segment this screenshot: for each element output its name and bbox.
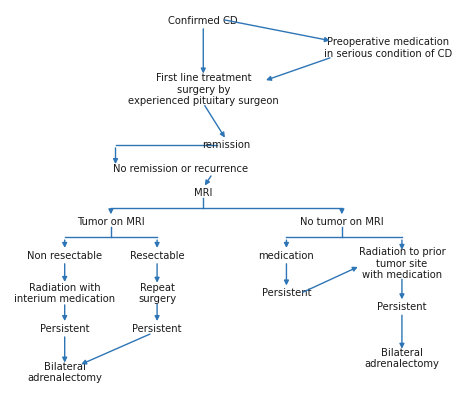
Text: medication: medication — [258, 251, 314, 261]
Text: remission: remission — [202, 140, 250, 150]
Text: Non resectable: Non resectable — [27, 251, 102, 261]
Text: No remission or recurrence: No remission or recurrence — [113, 164, 248, 174]
Text: Tumor on MRI: Tumor on MRI — [77, 217, 145, 227]
Text: MRI: MRI — [194, 188, 212, 198]
Text: First line treatment
surgery by
experienced pituitary surgeon: First line treatment surgery by experien… — [128, 73, 279, 106]
Text: Persistent: Persistent — [40, 324, 90, 334]
Text: Radiation with
interium medication: Radiation with interium medication — [14, 283, 115, 304]
Text: Persistent: Persistent — [377, 302, 427, 312]
Text: Bilateral
adrenalectomy: Bilateral adrenalectomy — [27, 362, 102, 383]
Text: Preoperative medication
in serious condition of CD: Preoperative medication in serious condi… — [324, 37, 452, 59]
Text: Persistent: Persistent — [262, 288, 311, 298]
Text: Bilateral
adrenalectomy: Bilateral adrenalectomy — [365, 348, 439, 369]
Text: No tumor on MRI: No tumor on MRI — [300, 217, 383, 227]
Text: Repeat
surgery: Repeat surgery — [138, 283, 176, 304]
Text: Confirmed CD: Confirmed CD — [168, 16, 238, 26]
Text: Persistent: Persistent — [132, 324, 182, 334]
Text: Radiation to prior
tumor site
with medication: Radiation to prior tumor site with medic… — [358, 247, 445, 280]
Text: Resectable: Resectable — [130, 251, 184, 261]
